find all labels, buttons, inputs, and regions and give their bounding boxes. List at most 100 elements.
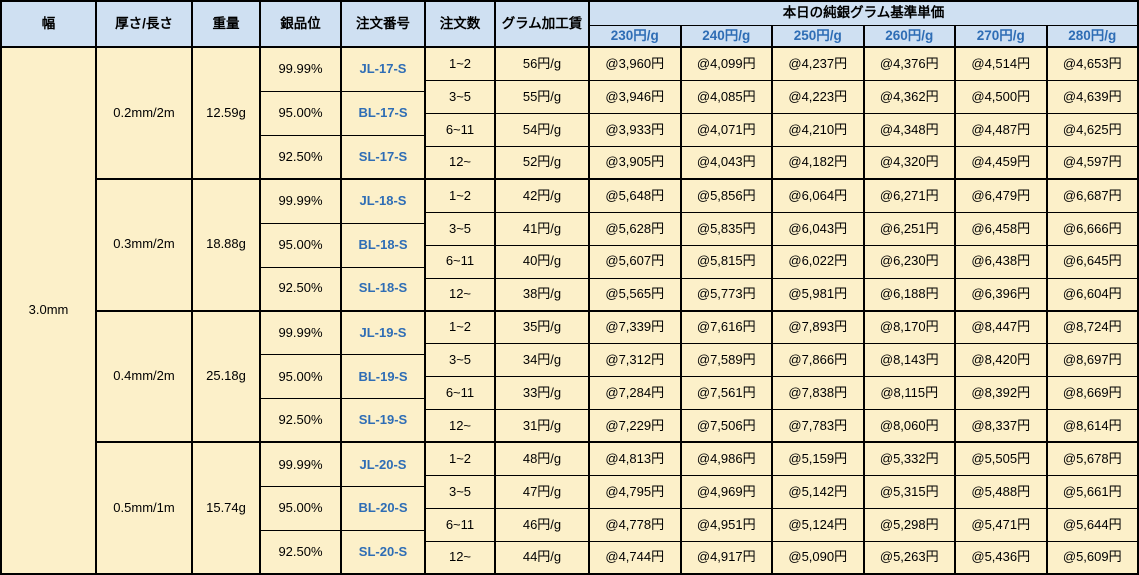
price-cell: @3,933円	[590, 113, 682, 147]
header-order-no: 注文番号	[342, 2, 426, 48]
header-width: 幅	[2, 2, 97, 48]
price-cell: @8,669円	[1047, 377, 1139, 411]
purity-cell: 99.99%	[261, 179, 342, 224]
purity-cell: 95.00%	[261, 91, 342, 136]
purity-cell: 92.50%	[261, 267, 342, 312]
price-cell: @4,237円	[773, 48, 865, 81]
price-cell: @7,866円	[773, 344, 865, 378]
purity-cell: 92.50%	[261, 135, 342, 180]
gram-fee-cell: 52円/g	[496, 146, 590, 180]
order-no-cell: BL-20-S	[342, 487, 426, 532]
price-cell: @4,182円	[773, 146, 865, 180]
price-cell: @7,339円	[590, 311, 682, 345]
order-no-cell: JL-18-S	[342, 179, 426, 224]
price-cell: @5,773円	[681, 278, 773, 312]
price-cell: @6,666円	[1047, 212, 1139, 246]
price-cell: @4,951円	[681, 509, 773, 543]
price-cell: @3,905円	[590, 146, 682, 180]
thickness-length-cell: 0.3mm/2m	[97, 179, 193, 312]
price-cell: @7,893円	[773, 311, 865, 345]
price-cell: @5,607円	[590, 245, 682, 279]
price-cell: @7,312円	[590, 344, 682, 378]
price-cell: @5,436円	[956, 542, 1048, 575]
price-cell: @5,159円	[773, 443, 865, 477]
price-cell: @6,396円	[956, 278, 1048, 312]
price-cell: @4,597円	[1047, 146, 1139, 180]
gram-fee-cell: 41円/g	[496, 212, 590, 246]
price-cell: @4,071円	[681, 113, 773, 147]
price-cell: @5,505円	[956, 443, 1048, 477]
price-cell: @4,223円	[773, 80, 865, 114]
price-cell: @8,143円	[864, 344, 956, 378]
price-cell: @8,060円	[864, 410, 956, 444]
price-cell: @4,500円	[956, 80, 1048, 114]
header-rate-260: 260円/g	[864, 26, 956, 48]
order-qty-cell: 12~	[426, 410, 496, 444]
order-qty-cell: 12~	[426, 278, 496, 312]
price-cell: @4,778円	[590, 509, 682, 543]
price-cell: @4,459円	[956, 146, 1048, 180]
price-cell: @7,229円	[590, 410, 682, 444]
header-weight: 重量	[193, 2, 261, 48]
price-cell: @5,332円	[864, 443, 956, 477]
order-qty-cell: 6~11	[426, 509, 496, 543]
price-cell: @4,085円	[681, 80, 773, 114]
header-rate-240: 240円/g	[681, 26, 773, 48]
price-cell: @4,813円	[590, 443, 682, 477]
price-cell: @4,376円	[864, 48, 956, 81]
price-cell: @5,090円	[773, 542, 865, 575]
price-cell: @8,724円	[1047, 311, 1139, 345]
price-cell: @8,392円	[956, 377, 1048, 411]
gram-fee-cell: 40円/g	[496, 245, 590, 279]
price-cell: @5,835円	[681, 212, 773, 246]
price-cell: @6,479円	[956, 179, 1048, 213]
purity-cell: 95.00%	[261, 223, 342, 268]
price-cell: @5,315円	[864, 476, 956, 510]
header-purity: 銀品位	[261, 2, 342, 48]
purity-cell: 92.50%	[261, 531, 342, 575]
gram-fee-cell: 42円/g	[496, 179, 590, 213]
price-cell: @5,678円	[1047, 443, 1139, 477]
thickness-length-cell: 0.2mm/2m	[97, 48, 193, 180]
price-cell: @7,616円	[681, 311, 773, 345]
price-cell: @6,687円	[1047, 179, 1139, 213]
price-cell: @4,986円	[681, 443, 773, 477]
order-no-cell: SL-17-S	[342, 135, 426, 180]
gram-fee-cell: 47円/g	[496, 476, 590, 510]
weight-cell: 25.18g	[193, 311, 261, 444]
price-cell: @6,064円	[773, 179, 865, 213]
purity-cell: 95.00%	[261, 355, 342, 400]
price-cell: @6,645円	[1047, 245, 1139, 279]
gram-fee-cell: 34円/g	[496, 344, 590, 378]
price-cell: @5,124円	[773, 509, 865, 543]
order-qty-cell: 3~5	[426, 476, 496, 510]
price-cell: @4,639円	[1047, 80, 1139, 114]
width-value-cell: 3.0mm	[2, 48, 97, 575]
price-cell: @8,420円	[956, 344, 1048, 378]
price-cell: @5,648円	[590, 179, 682, 213]
order-qty-cell: 6~11	[426, 377, 496, 411]
price-cell: @4,362円	[864, 80, 956, 114]
order-no-cell: JL-20-S	[342, 443, 426, 488]
price-cell: @4,514円	[956, 48, 1048, 81]
header-base-price-title: 本日の純銀グラム基準単価	[590, 2, 1139, 26]
price-cell: @7,506円	[681, 410, 773, 444]
price-cell: @5,263円	[864, 542, 956, 575]
price-cell: @4,043円	[681, 146, 773, 180]
purity-cell: 99.99%	[261, 311, 342, 356]
order-qty-cell: 1~2	[426, 179, 496, 213]
price-cell: @5,815円	[681, 245, 773, 279]
order-no-cell: SL-18-S	[342, 267, 426, 312]
price-cell: @6,022円	[773, 245, 865, 279]
price-cell: @4,795円	[590, 476, 682, 510]
price-cell: @4,917円	[681, 542, 773, 575]
order-qty-cell: 3~5	[426, 212, 496, 246]
price-cell: @4,653円	[1047, 48, 1139, 81]
price-cell: @7,783円	[773, 410, 865, 444]
header-rate-250: 250円/g	[773, 26, 865, 48]
header-rate-280: 280円/g	[1047, 26, 1139, 48]
purity-cell: 99.99%	[261, 48, 342, 92]
price-cell: @6,271円	[864, 179, 956, 213]
weight-cell: 12.59g	[193, 48, 261, 180]
price-cell: @5,609円	[1047, 542, 1139, 575]
